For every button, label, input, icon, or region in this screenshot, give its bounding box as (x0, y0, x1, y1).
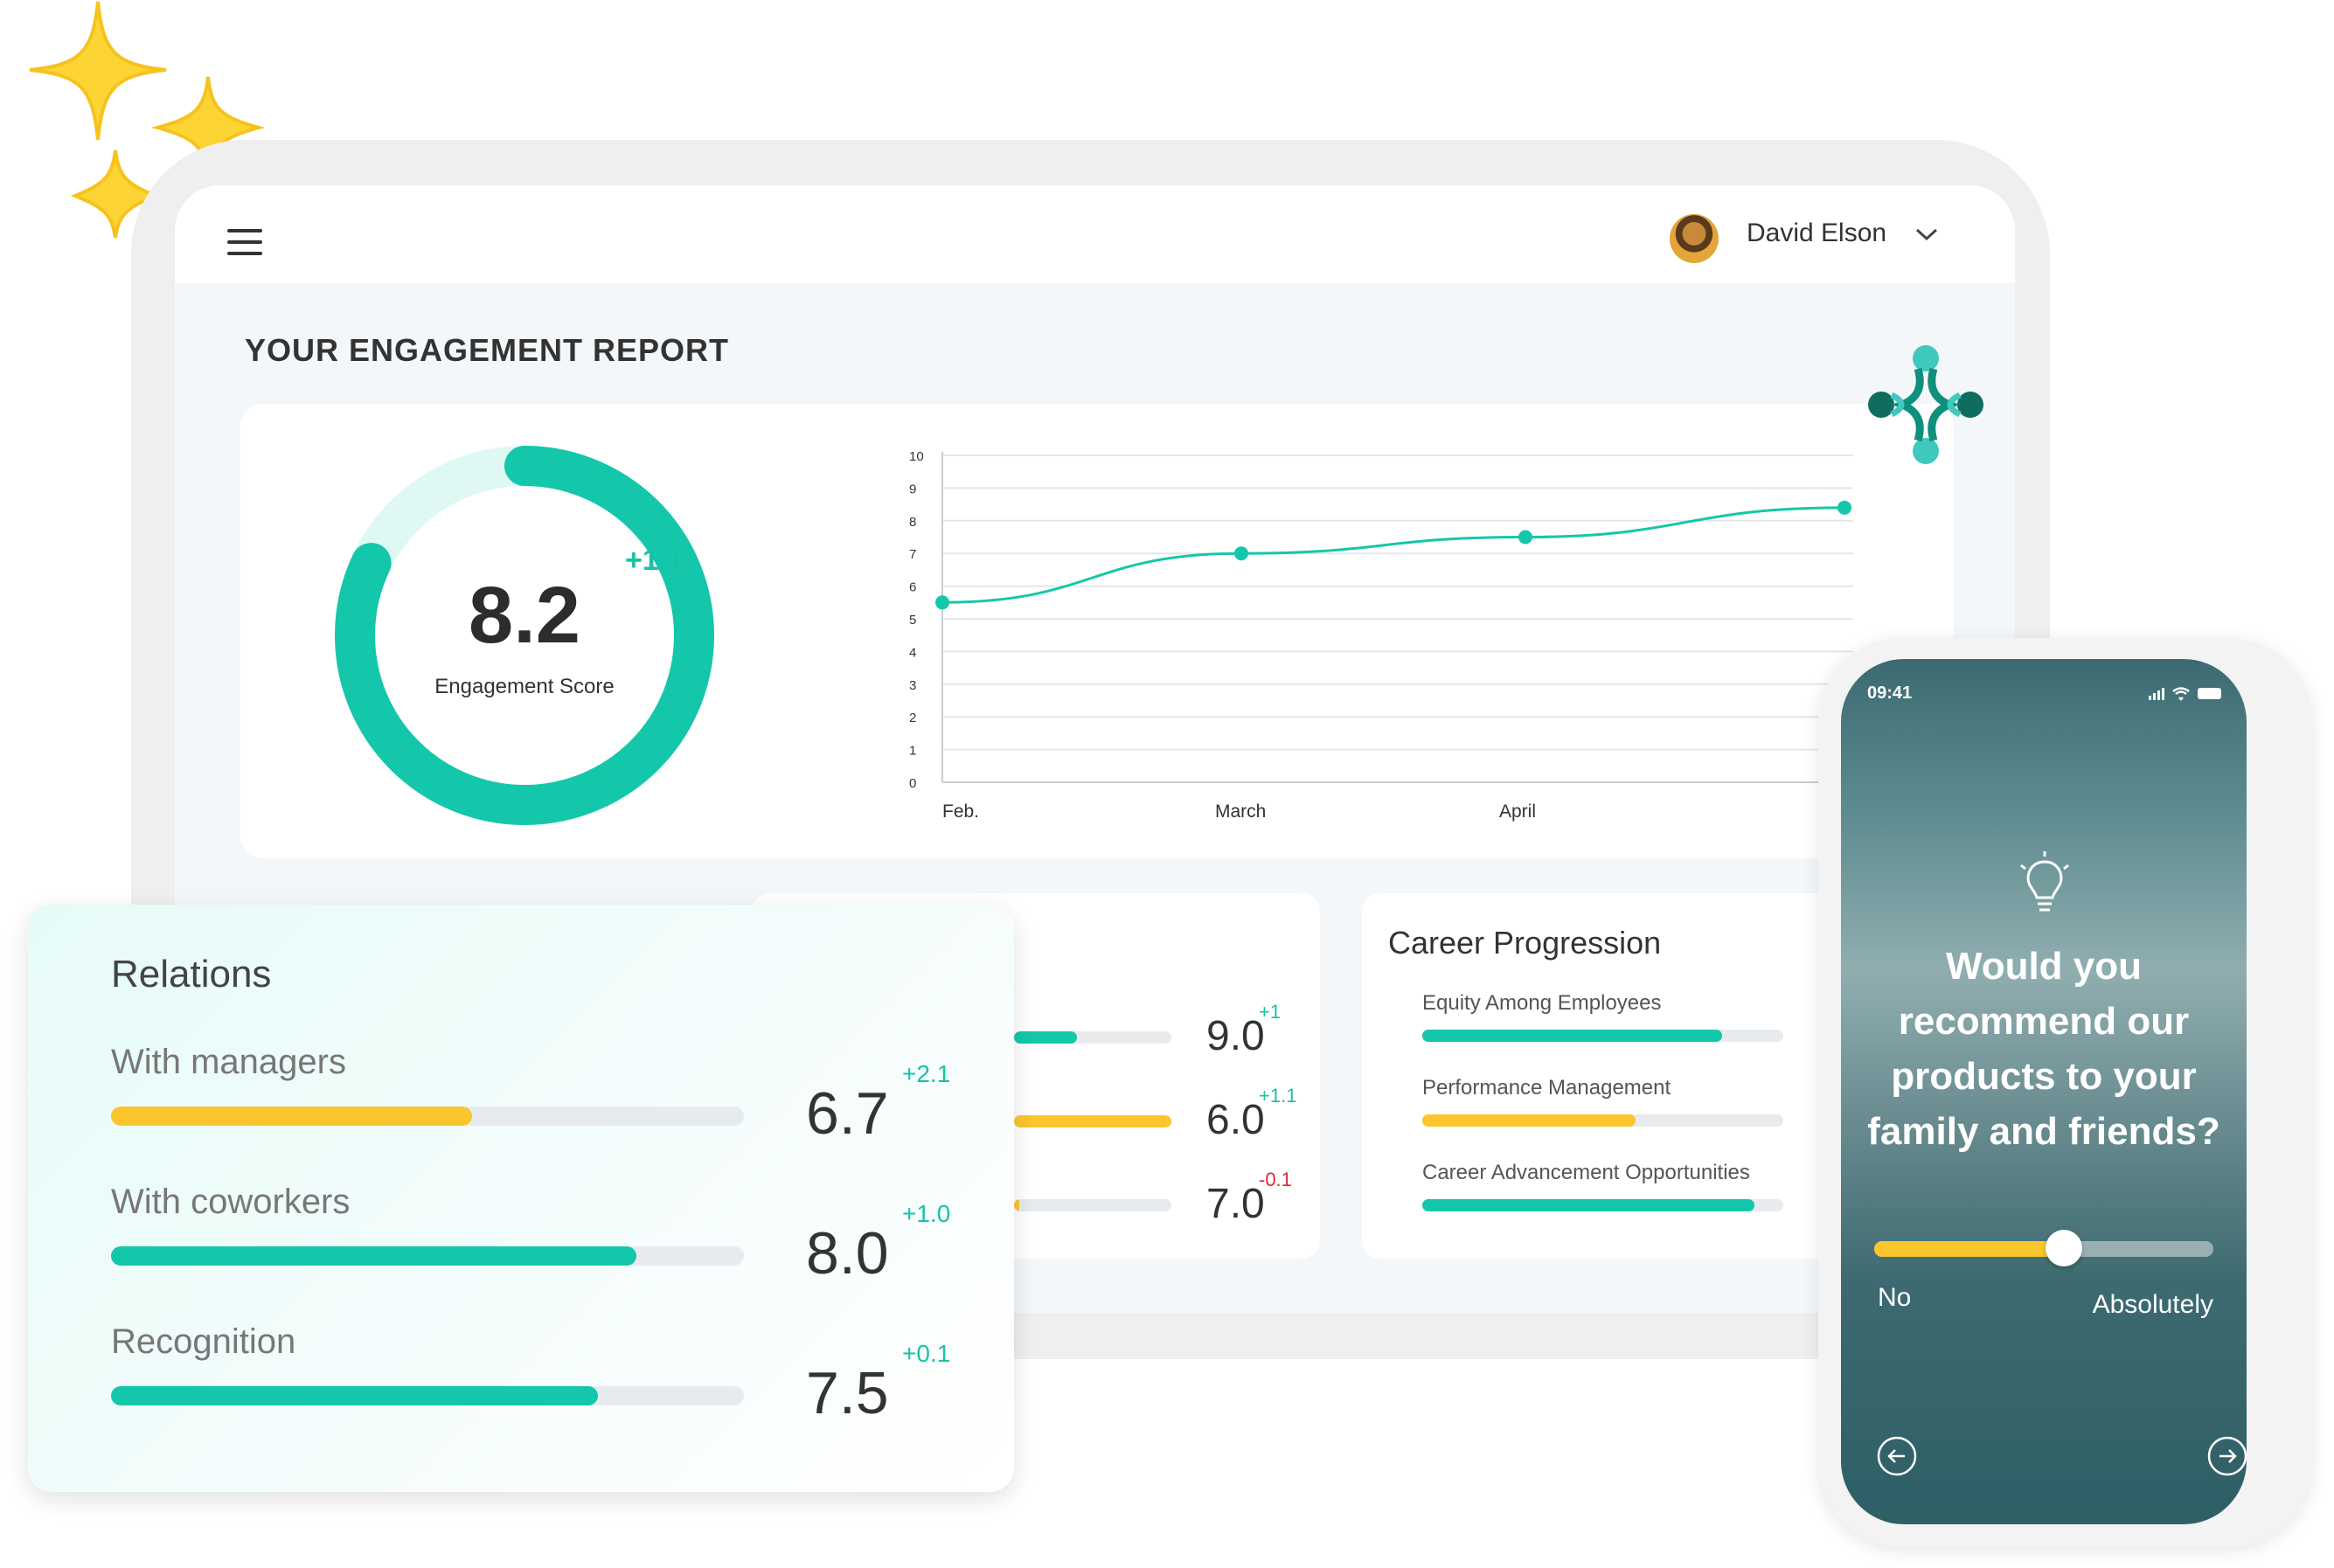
signal-icon (2149, 688, 2164, 700)
relations-row-value: 6.7 (806, 1080, 889, 1147)
slider-fill (1874, 1241, 2065, 1257)
relations-progress-bar (111, 1246, 744, 1266)
career-progression-card: Career Progression (1362, 893, 1886, 1259)
relations-row-value: 8.0 (806, 1220, 889, 1287)
user-avatar[interactable] (1670, 214, 1719, 263)
career-progress-bar (1422, 1199, 1783, 1211)
rating-slider[interactable] (1874, 1230, 2213, 1266)
slider-handle[interactable] (2046, 1230, 2083, 1266)
relations-title: Relations (111, 953, 272, 996)
arrow-left-icon[interactable] (1876, 1435, 1918, 1477)
donut-score-arc (335, 446, 714, 825)
career-item-label: Equity Among Employees (1422, 991, 1662, 1015)
y-tick-label: 7 (909, 547, 916, 562)
back-relations-value: 7.0 (1206, 1181, 1265, 1227)
brand-logo-icon (1868, 345, 1983, 464)
y-tick-label: 3 (909, 678, 916, 693)
sparkle-small-icon (70, 149, 161, 239)
chevron-down-icon[interactable] (1914, 225, 1939, 243)
engagement-line-chart: 0 1 2 3 4 5 6 7 8 9 10 Feb. March April (909, 449, 1853, 822)
career-item-label: Career Advancement Opportunities (1422, 1161, 1750, 1184)
relations-progress-bar (111, 1386, 744, 1405)
user-name[interactable]: David Elson (1747, 219, 1887, 247)
hamburger-icon[interactable] (227, 229, 262, 255)
y-tick-label: 0 (909, 776, 916, 791)
back-relations-value: 6.0 (1206, 1097, 1265, 1143)
relations-row-label: With managers (111, 1043, 346, 1081)
data-point (1837, 500, 1851, 515)
engagement-donut (335, 446, 714, 825)
relations-progress-fill (111, 1386, 599, 1405)
relations-row-label: Recognition (111, 1322, 296, 1361)
y-tick-label: 5 (909, 613, 916, 628)
engagement-score-label: Engagement Score (434, 675, 615, 698)
relations-row-delta: +0.1 (902, 1340, 951, 1367)
career-progress-fill (1422, 1030, 1722, 1042)
career-item: Career Advancement Opportunities (1422, 1161, 1783, 1211)
relations-progress-bar (111, 1107, 744, 1126)
y-tick-label: 6 (909, 580, 916, 595)
relations-progress-fill (111, 1246, 636, 1266)
arrow-right-icon[interactable] (2206, 1435, 2247, 1477)
relations-row-value: 7.5 (806, 1360, 889, 1426)
relations-row-label: With coworkers (111, 1183, 351, 1221)
back-relations-delta: +1.1 (1259, 1085, 1297, 1107)
career-progress-fill (1422, 1114, 1636, 1127)
data-point (935, 595, 949, 610)
y-tick-label: 2 (909, 711, 916, 725)
y-tick-label: 1 (909, 744, 916, 759)
x-tick-label: March (1215, 801, 1266, 822)
career-item-label: Performance Management (1422, 1076, 1671, 1100)
back-relations-bar-fill (1014, 1115, 1171, 1127)
sparkle-large-icon (29, 1, 167, 141)
survey-phone-screen: 09:41 Would you recommend our products t… (1841, 659, 2247, 1524)
relations-card: Relations With managers 6.7 +2.1 With cowor… (28, 905, 1014, 1492)
y-tick-label: 4 (909, 645, 916, 660)
x-tick-label: April (1499, 801, 1536, 822)
lightbulb-icon (2020, 851, 2069, 912)
relations-progress-fill (111, 1107, 472, 1126)
back-relations-delta: +1 (1259, 1001, 1282, 1023)
engagement-score: 8.2 (469, 571, 580, 660)
data-point (1518, 530, 1532, 545)
back-relations-bar-fill (1014, 1199, 1019, 1211)
report-title: YOUR ENGAGEMENT REPORT (245, 332, 730, 368)
back-relations-value: 9.0 (1206, 1013, 1265, 1059)
slider-min-label: No (1878, 1283, 1912, 1312)
relations-row-delta: +2.1 (902, 1060, 951, 1087)
career-item: Performance Management (1422, 1076, 1783, 1127)
back-relations-bar-fill (1014, 1031, 1077, 1044)
back-relations-delta: -0.1 (1259, 1169, 1292, 1190)
status-time: 09:41 (1867, 683, 1913, 703)
career-progress-fill (1422, 1199, 1754, 1211)
x-tick-label: Feb. (942, 801, 979, 822)
score-delta: +1.1 (625, 544, 684, 577)
battery-icon (2198, 688, 2221, 699)
career-progress-bar (1422, 1030, 1783, 1042)
back-relations-bar (1014, 1115, 1171, 1127)
career-progress-bar (1422, 1114, 1783, 1127)
top-bar: David Elson (175, 185, 2015, 283)
survey-question: Would you recommend our products to your… (1867, 945, 2220, 1153)
relations-row: With managers (111, 1043, 744, 1126)
y-tick-label: 10 (909, 449, 924, 464)
series-line (941, 506, 1845, 604)
wifi-icon (2172, 687, 2190, 701)
back-relations-bar (1014, 1031, 1171, 1044)
career-item: Equity Among Employees (1422, 991, 1783, 1042)
y-tick-label: 9 (909, 482, 916, 496)
back-relations-bar (1014, 1199, 1171, 1211)
y-tick-label: 8 (909, 515, 916, 530)
career-title: Career Progression (1388, 925, 1662, 961)
status-icons (2149, 687, 2221, 701)
relations-row: With coworkers (111, 1183, 744, 1266)
slider-max-label: Absolutely (2092, 1290, 2213, 1319)
relations-row: Recognition (111, 1322, 744, 1405)
relations-row-delta: +1.0 (902, 1200, 951, 1227)
data-point (1234, 546, 1248, 561)
